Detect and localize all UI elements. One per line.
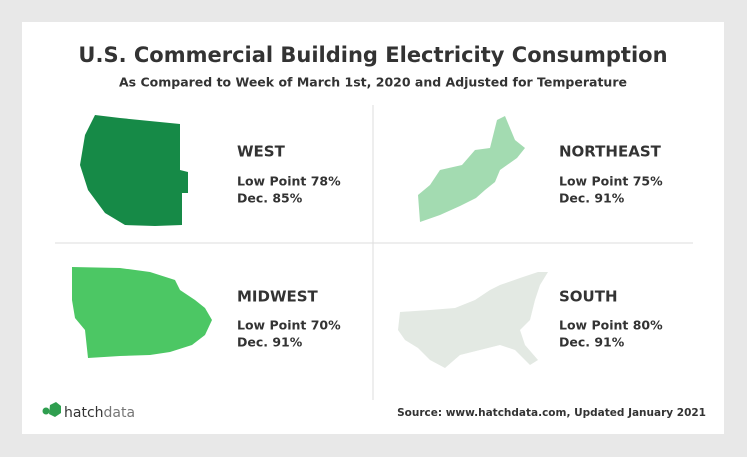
title: U.S. Commercial Building Electricity Con…	[78, 43, 667, 67]
logo-icon	[49, 402, 61, 417]
low-point: Low Point 78%	[237, 174, 341, 189]
logo: hatchdata	[42, 402, 135, 421]
midwest-map	[72, 267, 212, 358]
low-point: Low Point 80%	[559, 318, 663, 333]
source: Source: www.hatchdata.com, Updated Janua…	[397, 407, 706, 419]
december: Dec. 91%	[237, 335, 303, 350]
low-point: Low Point 70%	[237, 318, 341, 333]
logo-text: data	[104, 405, 136, 421]
december: Dec. 85%	[237, 191, 303, 206]
region-name: WEST	[237, 143, 286, 161]
west-map	[80, 115, 188, 226]
subtitle: As Compared to Week of March 1st, 2020 a…	[119, 75, 627, 90]
south-map	[398, 272, 548, 368]
logo-icon	[42, 407, 50, 415]
region-name: NORTHEAST	[559, 143, 662, 161]
december: Dec. 91%	[559, 191, 625, 206]
region-name: MIDWEST	[237, 288, 319, 306]
december: Dec. 91%	[559, 335, 625, 350]
logo-text: hatch	[64, 405, 104, 421]
low-point: Low Point 75%	[559, 174, 663, 189]
svg-text:hatchdata: hatchdata	[64, 405, 135, 421]
region-name: SOUTH	[559, 288, 618, 306]
northeast-map	[418, 116, 525, 222]
